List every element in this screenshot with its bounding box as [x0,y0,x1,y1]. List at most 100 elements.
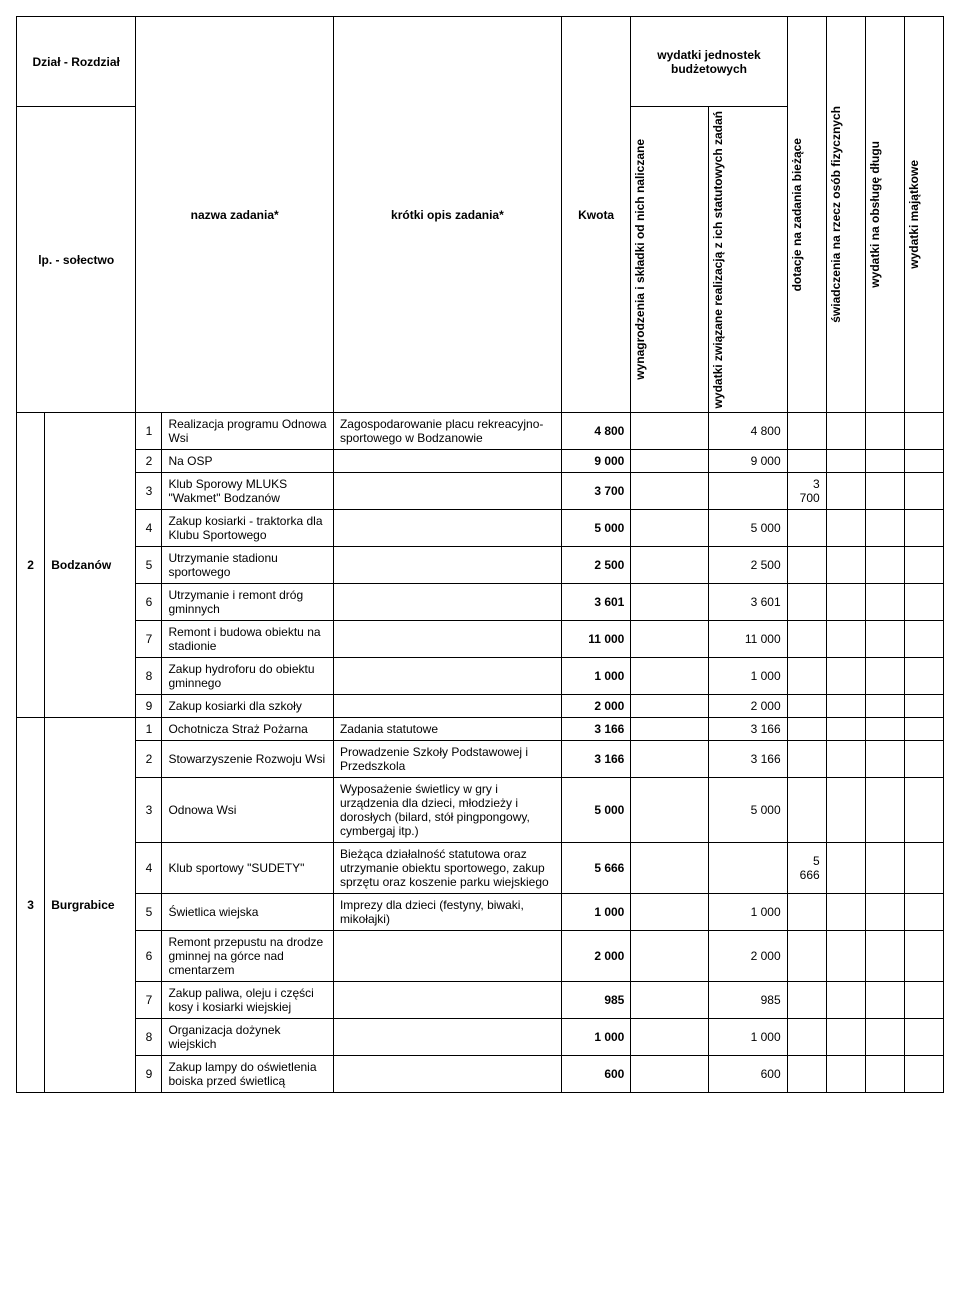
maj-cell [904,982,943,1019]
task-name: Zakup kosiarki dla szkoły [162,695,334,718]
obsl-cell [865,450,904,473]
wj1-cell [631,547,709,584]
wj2-cell: 11 000 [709,621,787,658]
task-name: Organizacja dożynek wiejskich [162,1019,334,1056]
table-row: 9Zakup lampy do oświetlenia boiska przed… [17,1056,944,1093]
table-row: 7Zakup paliwa, oleju i części kosy i kos… [17,982,944,1019]
wj2-cell: 1 000 [709,1019,787,1056]
kwota-cell: 5 000 [561,510,630,547]
dot-cell [787,584,826,621]
task-desc [333,1019,561,1056]
wj1-cell [631,510,709,547]
maj-cell [904,450,943,473]
obsl-cell [865,931,904,982]
table-row: 5Utrzymanie stadionu sportowego2 5002 50… [17,547,944,584]
kwota-cell: 1 000 [561,658,630,695]
wj2-cell: 3 166 [709,741,787,778]
obsl-cell [865,547,904,584]
table-row: 8Organizacja dożynek wiejskich1 0001 000 [17,1019,944,1056]
wj1-cell [631,473,709,510]
maj-cell [904,718,943,741]
task-num: 4 [136,510,162,547]
obsl-cell [865,718,904,741]
task-num: 7 [136,982,162,1019]
sw-cell [826,741,865,778]
dot-cell [787,1019,826,1056]
wj2-cell: 5 000 [709,510,787,547]
sw-cell [826,547,865,584]
sw-cell [826,1056,865,1093]
task-desc: Wyposażenie świetlicy w gry i urządzenia… [333,778,561,843]
wj2-cell: 9 000 [709,450,787,473]
sw-cell [826,695,865,718]
task-name: Remont przepustu na drodze gminnej na gó… [162,931,334,982]
dot-cell: 3 700 [787,473,826,510]
wj2-cell: 4 800 [709,413,787,450]
wj1-cell [631,894,709,931]
task-name: Odnowa Wsi [162,778,334,843]
table-row: 9Zakup kosiarki dla szkoły2 0002 000 [17,695,944,718]
task-desc: Imprezy dla dzieci (festyny, biwaki, mik… [333,894,561,931]
task-desc [333,695,561,718]
kwota-cell: 3 166 [561,741,630,778]
task-desc: Zadania statutowe [333,718,561,741]
dot-cell [787,621,826,658]
task-desc [333,621,561,658]
table-row: 3Klub Sporowy MLUKS "Wakmet" Bodzanów3 7… [17,473,944,510]
maj-cell [904,778,943,843]
wj2-cell: 600 [709,1056,787,1093]
table-row: 5Świetlica wiejskaImprezy dla dzieci (fe… [17,894,944,931]
dot-cell [787,741,826,778]
sw-cell [826,931,865,982]
task-desc [333,584,561,621]
obsl-cell [865,695,904,718]
kwota-cell: 5 666 [561,843,630,894]
task-name: Realizacja programu Odnowa Wsi [162,413,334,450]
maj-cell [904,473,943,510]
obsl-cell [865,894,904,931]
maj-cell [904,695,943,718]
dot-cell [787,413,826,450]
hdr-nazwa: nazwa zadania* [136,17,334,413]
task-num: 6 [136,584,162,621]
task-desc [333,931,561,982]
kwota-cell: 3 700 [561,473,630,510]
task-num: 3 [136,473,162,510]
dot-cell [787,982,826,1019]
table-row: 3Odnowa WsiWyposażenie świetlicy w gry i… [17,778,944,843]
maj-cell [904,894,943,931]
kwota-cell: 1 000 [561,1019,630,1056]
kwota-cell: 2 000 [561,695,630,718]
obsl-cell [865,1056,904,1093]
table-row: 7Remont i budowa obiektu na stadionie11 … [17,621,944,658]
wj2-cell [709,473,787,510]
solectwo-cell: Bodzanów [45,413,136,718]
kwota-cell: 4 800 [561,413,630,450]
obsl-cell [865,413,904,450]
task-num: 9 [136,1056,162,1093]
maj-cell [904,621,943,658]
task-desc [333,982,561,1019]
wj2-cell [709,843,787,894]
table-row: 4Klub sportowy "SUDETY"Bieżąca działalno… [17,843,944,894]
lp-cell: 2 [17,413,45,718]
task-name: Świetlica wiejska [162,894,334,931]
task-desc [333,510,561,547]
hdr-dzial: Dział - Rozdział [17,17,136,107]
wj2-cell: 3 601 [709,584,787,621]
task-name: Na OSP [162,450,334,473]
solectwo-cell: Burgrabice [45,718,136,1093]
dot-cell [787,894,826,931]
maj-cell [904,931,943,982]
task-num: 7 [136,621,162,658]
task-desc [333,547,561,584]
wj1-cell [631,584,709,621]
kwota-cell: 3 166 [561,718,630,741]
wj1-cell [631,1019,709,1056]
kwota-cell: 9 000 [561,450,630,473]
sw-cell [826,894,865,931]
task-desc: Bieżąca działalność statutowa oraz utrzy… [333,843,561,894]
dot-cell [787,510,826,547]
budget-table: Dział - Rozdział nazwa zadania* krótki o… [16,16,944,1093]
task-num: 8 [136,658,162,695]
